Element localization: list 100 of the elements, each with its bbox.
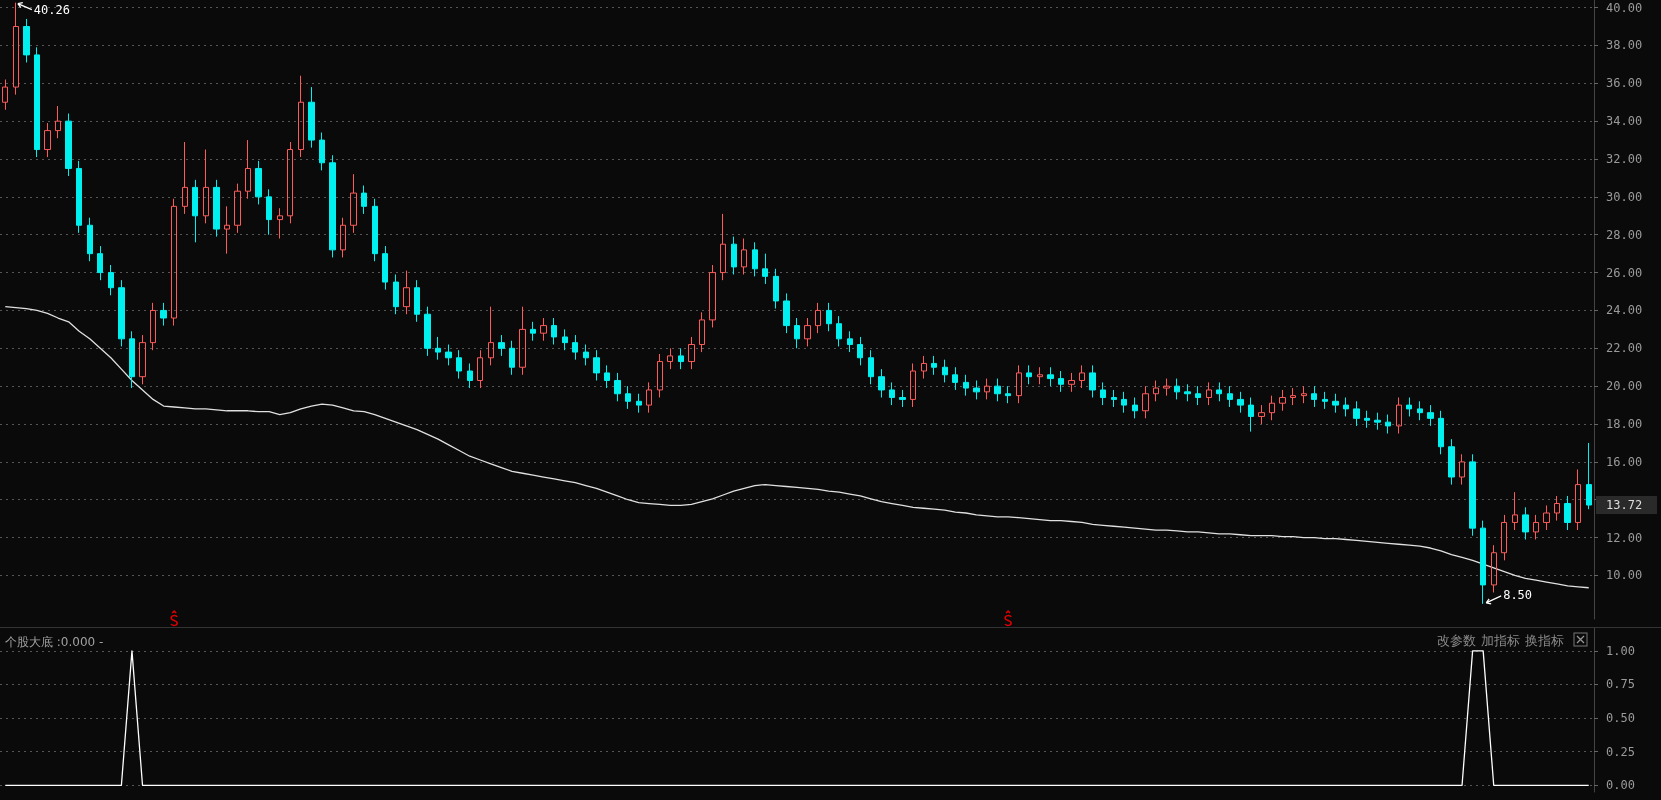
y-tick-label: 34.00 bbox=[1606, 114, 1643, 129]
candlestick bbox=[424, 306, 431, 357]
candlestick bbox=[1459, 453, 1465, 486]
candlestick bbox=[826, 302, 832, 332]
candlestick bbox=[329, 154, 336, 258]
candlestick bbox=[1005, 385, 1011, 404]
candlestick bbox=[994, 378, 1001, 402]
candlestick bbox=[1068, 372, 1075, 393]
candlestick bbox=[509, 340, 515, 376]
candlestick bbox=[952, 366, 958, 391]
candlestick bbox=[1427, 404, 1434, 427]
candlestick bbox=[171, 198, 177, 327]
y-tick-label: 30.00 bbox=[1606, 189, 1643, 204]
candlestick bbox=[762, 253, 768, 285]
y-tick-label: 22.00 bbox=[1606, 341, 1643, 356]
candlestick bbox=[340, 217, 346, 258]
candlestick bbox=[636, 393, 642, 414]
candlestick bbox=[731, 236, 737, 275]
candlestick bbox=[688, 336, 695, 370]
candlestick bbox=[1564, 495, 1571, 531]
candlestick bbox=[1089, 364, 1096, 399]
y-tick-label: 38.00 bbox=[1606, 38, 1643, 53]
candlestick bbox=[1174, 378, 1180, 400]
candlestick bbox=[773, 268, 779, 310]
candlestick bbox=[65, 113, 72, 177]
candlestick bbox=[97, 245, 103, 281]
candlestick bbox=[583, 344, 589, 366]
annotation: 8.50 bbox=[1503, 587, 1533, 602]
text: 13.72 bbox=[1606, 498, 1643, 513]
candlestick bbox=[277, 207, 283, 240]
candlestick bbox=[1195, 385, 1201, 406]
candlestick bbox=[1269, 395, 1275, 421]
candlestick bbox=[1543, 504, 1550, 531]
candlestick bbox=[1037, 366, 1043, 385]
candlestick bbox=[1047, 366, 1054, 387]
candlestick bbox=[752, 241, 758, 277]
text: 个股大底 :0.000 - bbox=[5, 635, 104, 649]
candlestick bbox=[87, 217, 93, 262]
candlestick bbox=[720, 213, 726, 281]
candlestick bbox=[1121, 391, 1127, 414]
y-tick-label: 16.00 bbox=[1606, 454, 1643, 469]
candlestick bbox=[878, 368, 885, 399]
candlestick bbox=[857, 336, 863, 366]
candlestick bbox=[562, 328, 568, 351]
candlestick bbox=[266, 188, 272, 236]
y-tick-label: 0.50 bbox=[1606, 711, 1635, 726]
candlestick bbox=[372, 198, 378, 262]
candlestick bbox=[614, 372, 621, 402]
candlestick bbox=[139, 334, 146, 385]
y-tick-label: 32.00 bbox=[1606, 152, 1643, 167]
candlestick bbox=[456, 349, 462, 380]
candlestick bbox=[488, 306, 494, 366]
candlestick bbox=[540, 317, 547, 342]
candlestick bbox=[467, 362, 473, 389]
y-tick-label: 24.00 bbox=[1606, 303, 1643, 318]
candlestick bbox=[910, 362, 916, 408]
candlestick bbox=[1163, 378, 1170, 397]
candlestick bbox=[1575, 468, 1581, 531]
candlestick bbox=[1343, 397, 1349, 417]
candlestick bbox=[414, 279, 420, 323]
y-tick-label: 18.00 bbox=[1606, 417, 1643, 432]
candlestick bbox=[224, 205, 230, 255]
candlestick bbox=[1311, 385, 1317, 408]
candlestick bbox=[160, 302, 167, 327]
candlestick bbox=[234, 183, 241, 234]
candlestick bbox=[625, 385, 631, 410]
candlestick bbox=[963, 374, 969, 397]
candlestick bbox=[298, 75, 304, 158]
candlestick bbox=[709, 264, 716, 328]
candlestick bbox=[604, 364, 610, 389]
candlestick bbox=[889, 381, 895, 406]
candlestick bbox=[868, 349, 874, 385]
candlestick bbox=[1016, 364, 1022, 404]
candlestick bbox=[1290, 387, 1296, 406]
candlestick bbox=[13, 2, 19, 96]
candlestick bbox=[1216, 381, 1222, 402]
candlestick bbox=[1301, 385, 1307, 404]
candlestick bbox=[382, 245, 388, 291]
candlestick bbox=[192, 179, 198, 243]
candlestick bbox=[530, 321, 536, 342]
candlestick bbox=[804, 317, 811, 347]
candlestick bbox=[1438, 410, 1444, 455]
candlestick bbox=[1501, 514, 1507, 561]
candlestick bbox=[984, 378, 990, 400]
annotation: 改参数 bbox=[1437, 633, 1476, 648]
y-tick-label: 28.00 bbox=[1606, 227, 1643, 242]
candlestick bbox=[921, 355, 927, 380]
y-tick-label: 10.00 bbox=[1606, 568, 1643, 583]
candlestick bbox=[836, 315, 842, 347]
candlestick bbox=[1491, 544, 1497, 593]
candlestick bbox=[203, 149, 209, 224]
candlestick bbox=[783, 292, 790, 334]
annotation: 换指标 bbox=[1525, 633, 1564, 648]
candlestick bbox=[361, 185, 367, 215]
candlestick bbox=[1058, 370, 1064, 393]
candlestick bbox=[76, 160, 82, 234]
candlestick bbox=[1406, 397, 1412, 417]
y-tick-label: 0.25 bbox=[1606, 744, 1635, 759]
candlestick bbox=[1132, 397, 1138, 419]
candlestick bbox=[1417, 400, 1423, 421]
